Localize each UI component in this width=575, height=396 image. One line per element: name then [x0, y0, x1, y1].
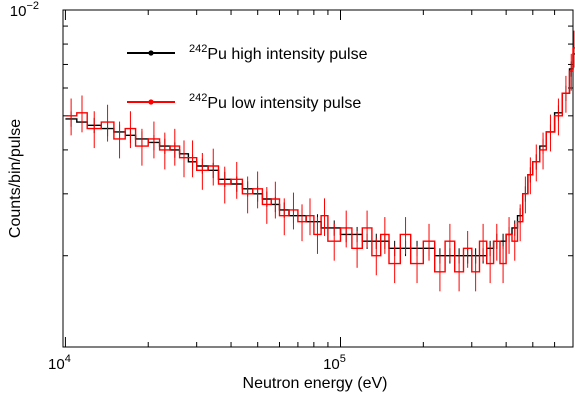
y-tick-label: 10−2 [10, 0, 39, 20]
series-layer [65, 30, 575, 292]
legend-label-text: Pu low intensity pulse [207, 95, 361, 112]
x-tick-label: 105 [323, 353, 346, 373]
x-tick-label-base: 10 [323, 356, 340, 373]
y-tick-label-exponent: −2 [26, 0, 39, 12]
axis-ticks [63, 9, 574, 347]
legend-label-superscript: 242 [189, 92, 207, 104]
x-axis-title: Neutron energy (eV) [243, 375, 388, 392]
series-line [65, 47, 575, 273]
legend-label: 242Pu low intensity pulse [189, 92, 361, 112]
series-1 [65, 30, 575, 292]
y-tick-label-base: 10 [10, 3, 27, 20]
legend-label-superscript: 242 [189, 43, 207, 55]
x-tick-label-exponent: 5 [340, 353, 346, 365]
legend-item: 242Pu low intensity pulse [127, 92, 361, 112]
y-axis-title: Counts/bin/pulse [7, 119, 24, 238]
legend-label-text: Pu high intensity pulse [207, 46, 367, 63]
x-tick-label-base: 10 [48, 356, 65, 373]
legend-marker [148, 99, 154, 105]
x-tick-label: 104 [48, 353, 71, 373]
plot-frame [62, 9, 574, 348]
legend-label: 242Pu high intensity pulse [189, 43, 368, 63]
legend-marker [148, 50, 154, 56]
legend-item: 242Pu high intensity pulse [127, 43, 368, 63]
x-tick-label-exponent: 4 [65, 353, 71, 365]
